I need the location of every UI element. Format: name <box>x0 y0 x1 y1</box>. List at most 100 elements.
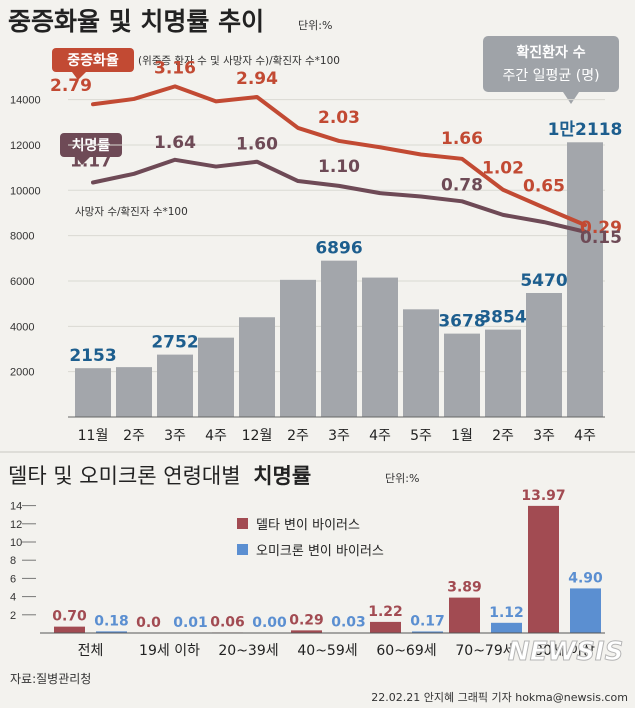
top-y-tick-label: 8000 <box>10 231 34 243</box>
bottom-x-tick-label: 19세 이하 <box>139 643 200 659</box>
bottom-unit-label: 단위:% <box>385 472 419 485</box>
cases-value-label: 3854 <box>479 308 526 328</box>
top-x-tick-label: 1월 <box>451 428 473 444</box>
fatality-legend-pointer <box>76 157 90 165</box>
omicron-bar-value-label: 0.03 <box>331 615 366 631</box>
severe-legend-label: 중증화율 <box>67 52 119 69</box>
delta-bar-value-label: 0.70 <box>52 609 87 625</box>
fatality-rate-line <box>91 157 587 234</box>
bottom-chart-y-axis: 2 4 6 8 10 12 14 <box>10 501 36 622</box>
cases-value-label: 2752 <box>151 333 198 353</box>
cases-value-label: 3678 <box>438 312 485 332</box>
omicron-bar-value-label: 0.01 <box>173 615 208 631</box>
cases-bar <box>403 309 439 417</box>
delta-bar-value-label: 3.89 <box>447 580 482 596</box>
top-chart-lines <box>91 84 587 234</box>
cases-bar <box>362 277 398 417</box>
bottom-chart-data-labels: 0.70 0.18 0.0 0.01 0.06 0.00 0.29 0.031.22 0.17 3… <box>52 488 603 631</box>
bottom-x-tick-label: 70~79세 <box>455 643 515 659</box>
bottom-y-tick-label: 2 <box>10 610 16 622</box>
severe-rate-label: 2.79 <box>50 76 92 96</box>
cases-legend-box <box>483 36 619 92</box>
omicron-bar-value-label: 0.00 <box>252 615 287 631</box>
credit-line: 22.02.21 안지혜 그래픽 기자 hokma@newsis.com <box>371 691 628 704</box>
severe-rate-label: 0.65 <box>523 177 565 197</box>
cases-legend-pointer <box>563 92 579 104</box>
top-y-tick-label: 4000 <box>10 321 34 333</box>
fatality-legend-label: 치명률 <box>72 137 111 154</box>
delta-bar-value-label: 13.97 <box>521 488 565 504</box>
bottom-title-part1: 델타 및 오미크론 연령대별 <box>8 464 241 488</box>
omicron-bar-value-label: 4.90 <box>568 570 603 586</box>
omicron-legend-swatch <box>237 544 248 555</box>
fatality-rate-label: 1.17 <box>70 151 112 171</box>
severe-rate-label: 0.29 <box>580 218 622 238</box>
delta-bar-value-label: 0.06 <box>210 614 245 630</box>
cases-bar <box>116 367 152 417</box>
fatality-rate-label: 0.78 <box>441 175 483 195</box>
cases-legend-line2: 주간 일평균 (명) <box>502 68 599 84</box>
delta-legend-label: 델타 변이 바이러스 <box>256 518 360 533</box>
top-chart-y-axis: 2000 4000 6000 8000 10000 12000 14000 <box>10 95 41 379</box>
omicron-bar <box>491 622 522 633</box>
bottom-y-tick-label: 6 <box>10 573 16 585</box>
top-y-tick-label: 10000 <box>10 185 41 197</box>
severe-legend-box <box>52 48 134 72</box>
cases-bar <box>485 329 521 417</box>
delta-bar <box>449 597 480 633</box>
delta-bar <box>528 505 559 633</box>
top-x-tick-label: 3주 <box>533 428 555 444</box>
bottom-y-tick-label: 14 <box>10 501 22 513</box>
top-x-tick-label: 12월 <box>242 428 273 444</box>
cases-bar <box>567 142 603 417</box>
top-x-tick-label: 5주 <box>410 428 432 444</box>
top-y-tick-label: 6000 <box>10 276 34 288</box>
fatality-rate-label: 1.60 <box>236 135 278 155</box>
top-chart-x-axis: 11월 2주 3주 4주 12월 2주 3주 4주 5주 1월 2주 3주 4주 <box>78 428 596 444</box>
top-x-tick-label: 2주 <box>287 428 309 444</box>
newsis-logo: NEWSIS <box>508 637 623 667</box>
bottom-y-tick-label: 8 <box>10 555 16 567</box>
top-y-tick-label: 12000 <box>10 140 41 152</box>
top-x-tick-label: 11월 <box>78 428 109 444</box>
delta-bar <box>291 630 322 633</box>
bottom-y-tick-label: 10 <box>10 537 22 549</box>
top-y-tick-label: 2000 <box>10 367 34 379</box>
cases-bar <box>526 292 562 417</box>
top-x-tick-label: 4주 <box>574 428 596 444</box>
bottom-chart-title: 델타 및 오미크론 연령대별 치명률 <box>8 464 311 488</box>
delta-legend-swatch <box>237 518 248 529</box>
severe-legend-pointer <box>72 72 86 80</box>
top-x-tick-label: 3주 <box>164 428 186 444</box>
fatality-rate-label: 1.10 <box>318 157 360 177</box>
cases-bar <box>157 354 193 417</box>
top-x-tick-label: 2주 <box>123 428 145 444</box>
top-x-tick-label: 3주 <box>328 428 350 444</box>
delta-bar-value-label: 0.0 <box>136 615 161 631</box>
bottom-x-tick-label: 80세 이상 <box>534 643 595 659</box>
cases-legend-line1: 확진환자 수 <box>516 44 585 61</box>
top-chart-bars <box>75 142 603 417</box>
severe-rate-line <box>91 84 587 227</box>
omicron-bar-value-label: 1.12 <box>489 605 524 621</box>
bottom-x-tick-label: 60~69세 <box>376 643 436 659</box>
omicron-bar-value-label: 0.18 <box>94 613 129 629</box>
bottom-x-tick-label: 전체 <box>78 643 104 659</box>
fatality-rate-label: 0.15 <box>580 228 622 248</box>
bottom-x-tick-label: 20~39세 <box>218 643 278 659</box>
severe-rate-label: 3.16 <box>154 58 196 78</box>
severe-rate-label: 2.03 <box>318 108 360 128</box>
page-title: 중증화율 및 치명률 추이 <box>8 7 264 36</box>
omicron-bar-value-label: 0.17 <box>410 613 445 629</box>
unit-label: 단위:% <box>298 19 332 32</box>
bottom-title-part2: 치명률 <box>253 464 311 488</box>
omicron-bar <box>96 631 127 633</box>
cases-bar <box>239 317 275 417</box>
bottom-chart-bars <box>54 505 601 633</box>
omicron-legend-label: 오미크론 변이 바이러스 <box>256 544 384 559</box>
top-x-tick-label: 4주 <box>205 428 227 444</box>
omicron-bar <box>412 631 443 633</box>
fatality-formula: 사망자 수/확진자 수*100 <box>75 205 188 218</box>
